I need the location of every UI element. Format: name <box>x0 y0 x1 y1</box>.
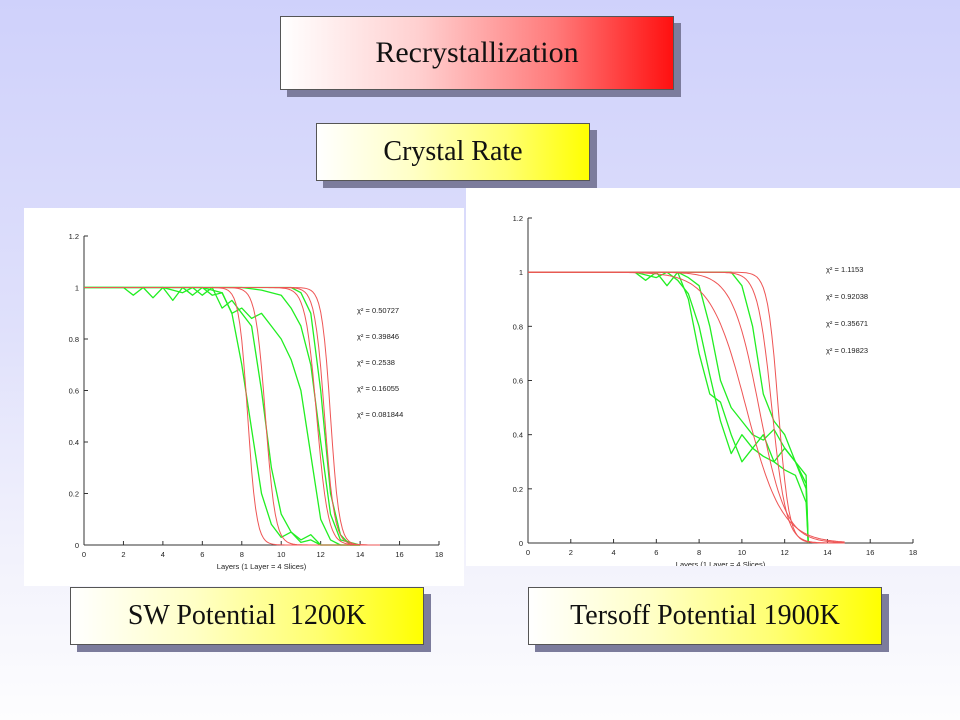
y-tick-label: 1.2 <box>69 232 79 241</box>
fit-series-line <box>528 271 845 544</box>
y-tick-label: 1 <box>519 268 523 277</box>
data-series-line <box>528 271 809 544</box>
chi-square-annotation: χ² = 0.19823 <box>826 346 868 355</box>
x-tick-label: 6 <box>654 548 658 557</box>
chi-square-annotation: χ² = 1.1153 <box>826 265 863 274</box>
x-tick-label: 8 <box>240 550 244 559</box>
x-tick-label: 16 <box>866 548 874 557</box>
chi-square-annotation: χ² = 0.92038 <box>826 292 868 301</box>
x-tick-label: 10 <box>277 550 285 559</box>
y-tick-label: 0.2 <box>513 485 523 494</box>
x-tick-label: 14 <box>356 550 364 559</box>
sw-caption-banner: SW Potential 1200K <box>70 587 424 645</box>
fit-series-line <box>528 271 845 543</box>
x-tick-label: 0 <box>526 548 530 557</box>
fit-series-line <box>84 287 380 546</box>
data-series-line <box>84 286 361 546</box>
x-tick-label: 18 <box>909 548 917 557</box>
y-tick-label: 0.8 <box>513 322 523 331</box>
x-tick-label: 10 <box>738 548 746 557</box>
y-tick-label: 1 <box>75 284 79 293</box>
y-tick-label: 0.8 <box>69 335 79 344</box>
data-series-line <box>84 286 361 546</box>
x-tick-label: 6 <box>200 550 204 559</box>
sw-potential-chart: 0 2 4 6 8 10 12 14 16 18 0 0.2 0.4 0.6 0.8 1 1.2 Layers (… <box>69 232 444 571</box>
sw-chart-panel: 0 2 4 6 8 10 12 14 16 18 0 0.2 0.4 0.6 0.8 1 1.2 Layers (… <box>24 208 464 586</box>
subtitle-banner: Crystal Rate <box>316 123 590 181</box>
x-tick-label: 4 <box>161 550 165 559</box>
page-title: Recrystallization <box>375 36 579 69</box>
x-tick-label: 12 <box>780 548 788 557</box>
fit-series-line <box>528 271 845 544</box>
x-tick-label: 12 <box>316 550 324 559</box>
x-axis-label: Layers (1 Layer = 4 Slices) <box>676 560 766 566</box>
x-tick-label: 2 <box>121 550 125 559</box>
x-tick-label: 14 <box>823 548 831 557</box>
chi-square-annotation: χ² = 0.2538 <box>357 358 395 367</box>
x-tick-label: 4 <box>611 548 615 557</box>
title-banner: Recrystallization <box>280 16 674 90</box>
fit-series-line <box>84 287 380 546</box>
chi-square-annotation: χ² = 0.081844 <box>357 410 403 419</box>
x-axis-label: Layers (1 Layer = 4 Slices) <box>217 562 307 571</box>
y-tick-label: 0.6 <box>513 377 523 386</box>
fit-series-line <box>84 287 380 546</box>
y-tick-label: 0.4 <box>513 431 523 440</box>
fit-series-line <box>528 271 845 544</box>
tersoff-chart-panel: 0 2 4 6 8 10 12 14 16 18 0 0.2 0.4 0.6 0.8 1 1.2 Layers (… <box>466 188 960 566</box>
chi-square-annotation: χ² = 0.35671 <box>826 319 868 328</box>
data-series-line <box>528 271 809 544</box>
y-tick-label: 0.6 <box>69 387 79 396</box>
fit-series-line <box>84 287 380 546</box>
x-tick-label: 18 <box>435 550 443 559</box>
y-tick-label: 0 <box>519 539 523 548</box>
tersoff-potential-chart: 0 2 4 6 8 10 12 14 16 18 0 0.2 0.4 0.6 0.8 1 1.2 Layers (… <box>513 214 918 566</box>
tersoff-caption-banner: Tersoff Potential 1900K <box>528 587 882 645</box>
y-tick-label: 0.2 <box>69 490 79 499</box>
x-tick-label: 2 <box>569 548 573 557</box>
chi-square-annotation: χ² = 0.39846 <box>357 332 399 341</box>
x-tick-label: 8 <box>697 548 701 557</box>
chi-square-annotation: χ² = 0.16055 <box>357 384 399 393</box>
fit-series-line <box>84 287 380 546</box>
sw-caption: SW Potential 1200K <box>127 600 367 631</box>
y-tick-label: 1.2 <box>513 214 523 223</box>
tersoff-caption: Tersoff Potential 1900K <box>570 600 840 631</box>
chi-square-annotation: χ² = 0.50727 <box>357 306 399 315</box>
data-series-line <box>528 271 809 544</box>
y-tick-label: 0.4 <box>69 438 79 447</box>
x-tick-label: 16 <box>395 550 403 559</box>
data-series-line <box>528 271 809 544</box>
x-tick-label: 0 <box>82 550 86 559</box>
page-subtitle: Crystal Rate <box>383 136 523 167</box>
y-tick-label: 0 <box>75 541 79 550</box>
